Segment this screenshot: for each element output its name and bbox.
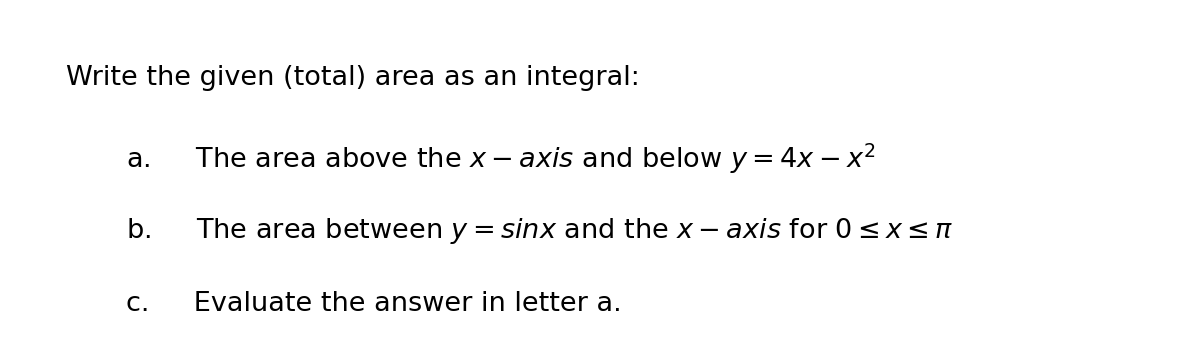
Text: c.   Evaluate the answer in letter a.: c. Evaluate the answer in letter a.	[126, 291, 622, 318]
Text: a.   The area above the $x - \mathit{axis}$ and below $y = 4x - x^2$: a. The area above the $x - \mathit{axis}…	[126, 141, 876, 176]
Text: Write the given (total) area as an integral:: Write the given (total) area as an integ…	[66, 65, 640, 91]
Text: b.   The area between $y = \mathit{sinx}$ and the $x - \mathit{axis}$ for $0 \le: b. The area between $y = \mathit{sinx}$ …	[126, 216, 954, 246]
